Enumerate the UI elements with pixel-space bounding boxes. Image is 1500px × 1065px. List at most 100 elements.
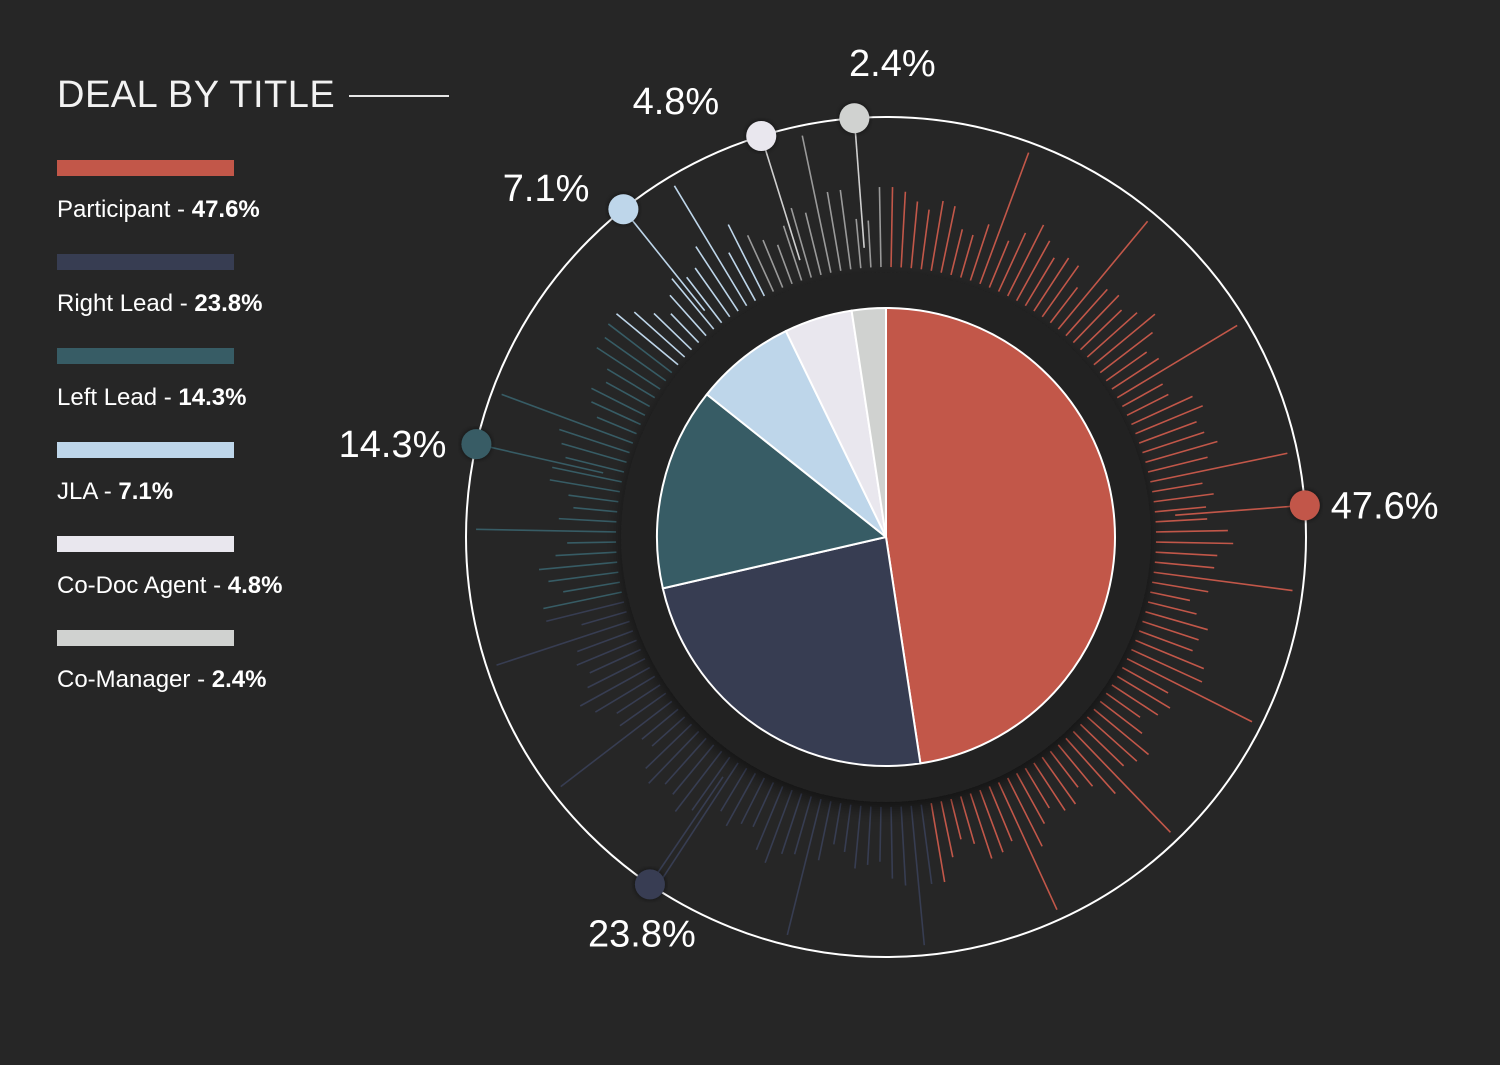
tick-participant [1142, 431, 1205, 454]
legend-value: 23.8% [194, 290, 263, 317]
tick-participant [1155, 551, 1218, 557]
tick-right-lead [843, 804, 852, 853]
tick-left-lead [563, 581, 620, 593]
legend-value: 14.3% [178, 384, 247, 411]
value-labels: 47.6% 23.8% 14.3% 7.1% 4.8% 2.4% [339, 43, 1439, 955]
marker-right-lead [634, 869, 665, 900]
tick-participant [997, 782, 1058, 910]
tick-co-manager [839, 189, 852, 270]
tick-participant [1121, 383, 1164, 408]
tick-participant [1153, 571, 1293, 592]
legend-item-right-lead: Right Lead - 23.8% [57, 254, 387, 348]
tick-participant [950, 229, 964, 276]
tick-participant [950, 798, 962, 840]
tick-participant [1111, 357, 1160, 390]
tick-participant [1126, 393, 1169, 417]
tick-participant [959, 796, 976, 845]
tick-participant [1153, 493, 1214, 503]
tick-right-lead [793, 796, 813, 855]
tick-left-lead [607, 323, 673, 374]
tick-participant [1105, 692, 1141, 718]
tick-participant [920, 209, 930, 270]
legend-separator: - [206, 572, 228, 599]
tick-participant [1093, 313, 1156, 366]
marker-left-lead [461, 429, 492, 460]
outer-ring [465, 116, 1307, 958]
tick-participant [1072, 294, 1120, 344]
legend-swatch [57, 160, 234, 176]
tick-participant [1138, 630, 1193, 652]
tick-right-lead [691, 756, 731, 811]
tick-left-lead [596, 346, 661, 390]
tick-participant [1015, 240, 1051, 302]
tick-participant [1065, 288, 1108, 337]
tick-jla [670, 313, 700, 344]
tick-co-manager [855, 218, 862, 269]
tick-participant [1057, 744, 1094, 787]
tick-participant [959, 234, 974, 278]
legend-value: 4.8% [227, 572, 283, 599]
marker-jla [608, 194, 639, 225]
tick-participant [1024, 767, 1050, 809]
tick-left-lead [606, 368, 656, 399]
tick-participant [1155, 529, 1228, 533]
legend-item-co-manager: Co-Manager - 2.4% [57, 630, 387, 724]
legend-label: Co-Doc Agent - 4.8% [57, 572, 387, 600]
tick-participant [1131, 648, 1203, 683]
legend-separator: - [97, 478, 119, 505]
tick-right-lead [651, 716, 686, 747]
tick-right-lead [546, 601, 625, 623]
legend-name: Co-Doc Agent [57, 572, 207, 599]
tick-right-lead [910, 805, 926, 946]
marker-connector-co-manager [853, 118, 865, 248]
tick-participant [1147, 601, 1197, 615]
tick-participant [930, 803, 946, 883]
slice-participant [885, 307, 1116, 765]
tick-right-lead [866, 806, 872, 865]
legend-name: JLA [57, 478, 98, 505]
tick-participant [969, 793, 993, 859]
legend-separator: - [190, 666, 212, 693]
tick-left-lead [591, 401, 641, 426]
tick-participant [1079, 723, 1125, 767]
tick-participant [979, 789, 1004, 853]
tick-right-lead [786, 798, 822, 936]
tick-co-doc-agent [790, 207, 813, 278]
tick-left-lead [555, 551, 617, 557]
tick-right-lead [619, 692, 667, 727]
legend-swatch [57, 442, 234, 458]
tick-co-doc-agent [804, 212, 822, 276]
legend-separator: - [157, 384, 179, 411]
tick-jla [615, 313, 679, 366]
tick-participant [979, 152, 1030, 285]
tick-right-lead [900, 806, 907, 886]
tick-left-lead [596, 416, 637, 435]
tick-participant [1033, 762, 1066, 811]
tick-left-lead [549, 479, 620, 493]
legend-value: 47.6% [191, 196, 260, 223]
tick-co-doc-agent [776, 244, 793, 285]
tick-right-lead [579, 666, 651, 707]
tick-right-lead [817, 801, 832, 861]
tick-jla [694, 267, 731, 318]
tick-left-lead [552, 466, 622, 483]
tick-right-lead [672, 744, 715, 795]
tick-right-lead [764, 789, 793, 864]
tick-right-lead [920, 804, 933, 885]
legend-separator: - [170, 196, 192, 223]
tick-participant [1041, 756, 1077, 805]
tick-participant [890, 187, 894, 268]
tick-co-doc-agent [782, 225, 803, 281]
tick-participant [1152, 581, 1209, 593]
tick-participant [1116, 675, 1171, 709]
tick-jla [669, 294, 707, 337]
tick-participant [1111, 684, 1159, 716]
tick-right-lead [780, 793, 803, 855]
chart-title: DEAL BY TITLE [57, 74, 336, 116]
legend-swatch [57, 630, 234, 646]
legend-name: Right Lead [57, 290, 174, 317]
tick-co-doc-agent [746, 235, 775, 292]
tick-left-lead [543, 591, 622, 610]
tick-right-lead [664, 737, 707, 785]
tick-participant [940, 801, 954, 858]
